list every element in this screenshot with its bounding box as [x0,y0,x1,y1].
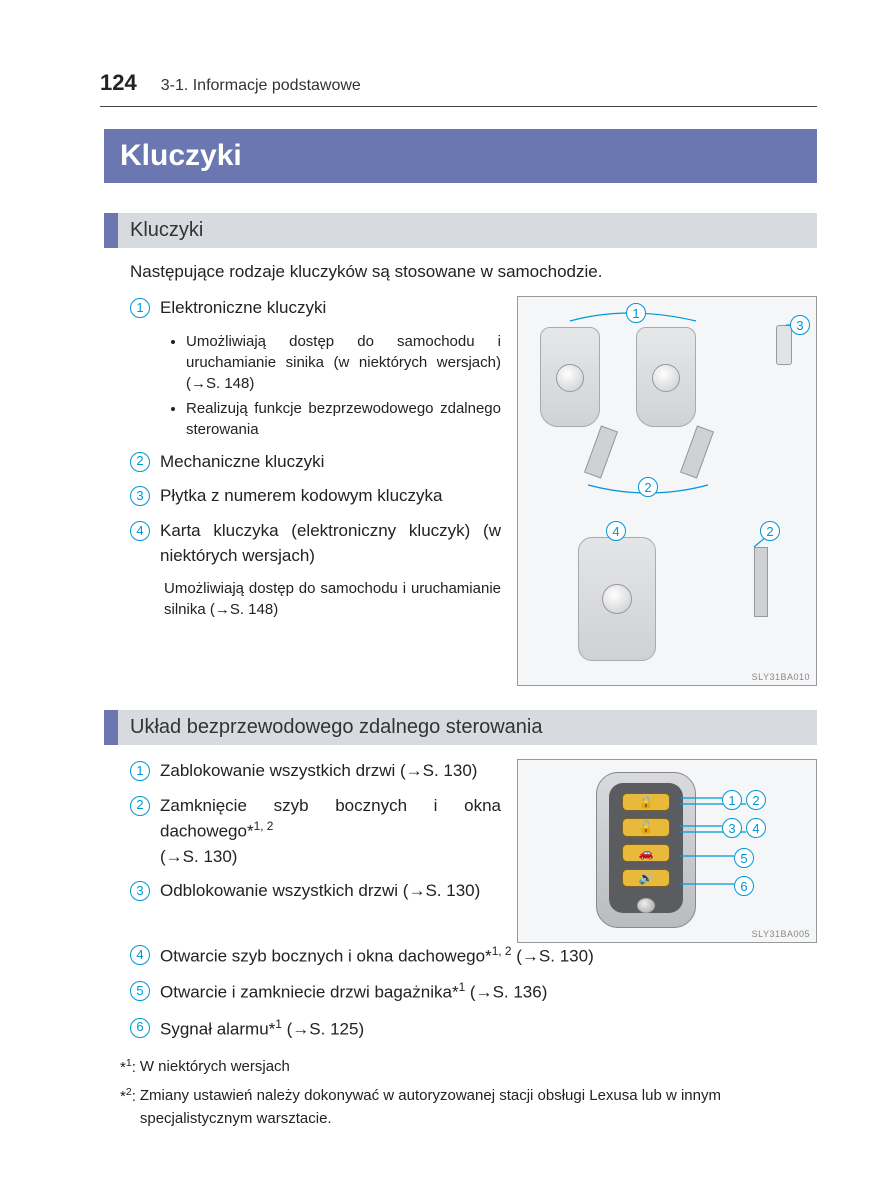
figure-callout-icon: 2 [638,477,658,497]
section2-text: 1 Zablokowanie wszystkich drzwi (→S. 130… [130,759,501,943]
footnote: *2: Zmiany ustawień należy dokonywać w a… [120,1085,817,1130]
item-text: Zablokowanie wszystkich drzwi (→S. 130) [160,759,501,784]
heading-accent [104,213,118,248]
list-item: 6 Sygnał alarmu*1 (→S. 125) [130,1016,817,1042]
figure-code: SLY31BA010 [752,672,810,682]
heading-label: Układ bezprzewodowego zdalnego sterowani… [118,710,817,745]
item-text-main: Zamknięcie szyb bocznych i okna dachoweg… [160,796,501,841]
callout-overlay [518,760,817,943]
list-item: 2 Mechaniczne kluczyki [130,450,501,475]
figure-callout-icon: 4 [606,521,626,541]
section1-content: 1 Elektroniczne kluczyki Umożliwiają dos… [130,296,817,686]
item-text: Karta kluczyka (elektroniczny kluczyk) (… [160,519,501,568]
item-text-main: Sygnał alarmu* [160,1019,275,1038]
sub-bullet: Umożliwiają dostęp do samochodu i urucha… [186,331,501,394]
heading-accent [104,710,118,745]
figure-callout-icon: 2 [746,790,766,810]
figure-callout-icon: 6 [734,876,754,896]
section1-text: 1 Elektroniczne kluczyki Umożliwiają dos… [130,296,501,686]
list-item: 4 Otwarcie szyb bocznych i okna dachoweg… [130,943,817,969]
item-text-main: Otwarcie i zamkniecie drzwi bagażnika* [160,983,459,1002]
list-item: 2 Zamknięcie szyb bocznych i okna dachow… [130,794,501,870]
item-text-main: Otwarcie szyb bocznych i okna dachowego* [160,947,492,966]
callout-overlay [518,297,817,686]
section2-figure-column: 🔒 🔓 🚗 🔊 1 2 3 [517,759,817,943]
section1-figure-column: 1 2 3 4 2 SLY31BA010 [517,296,817,686]
section-intro: Następujące rodzaje kluczyków są stosowa… [130,262,817,282]
figure-callout-icon: 2 [760,521,780,541]
page-number: 124 [100,70,137,96]
section-heading: Układ bezprzewodowego zdalnego sterowani… [104,710,817,745]
callout-number-icon: 2 [130,796,150,816]
page-header: 124 3-1. Informacje podstawowe [100,70,817,96]
figure-callout-icon: 1 [626,303,646,323]
figure-callout-icon: 1 [722,790,742,810]
list-item: 5 Otwarcie i zamkniecie drzwi bagażnika*… [130,979,817,1005]
heading-label: Kluczyki [118,213,817,248]
header-divider [100,106,817,107]
footnotes: *1: W niektórych wersjach *2: Zmiany ust… [120,1056,817,1131]
footnote-text: W niektórych wersjach [140,1056,817,1080]
callout-number-icon: 1 [130,761,150,781]
footnote: *1: W niektórych wersjach [120,1056,817,1080]
remote-figure: 🔒 🔓 🚗 🔊 1 2 3 [517,759,817,943]
item-text-tail: (→S. 130) [160,847,237,866]
figure-code: SLY31BA005 [752,929,810,939]
item-text-tail: (→S. 136) [465,983,547,1002]
keys-figure: 1 2 3 4 2 SLY31BA010 [517,296,817,686]
callout-number-icon: 4 [130,945,150,965]
item-text-tail: (→S. 125) [282,1019,364,1038]
sub-bullet-list: Umożliwiają dostęp do samochodu i urucha… [186,331,501,440]
item-note: Umożliwiają dostęp do samochodu i urucha… [164,578,501,620]
callout-number-icon: 2 [130,452,150,472]
item-text: Zamknięcie szyb bocznych i okna dachoweg… [160,794,501,870]
callout-number-icon: 6 [130,1018,150,1038]
list-item: 4 Karta kluczyka (elektroniczny kluczyk)… [130,519,501,568]
callout-number-icon: 3 [130,881,150,901]
superscript: 1, 2 [492,944,512,958]
figure-callout-icon: 4 [746,818,766,838]
item-text: Płytka z numerem kodowym kluczyka [160,484,501,509]
list-item: 1 Zablokowanie wszystkich drzwi (→S. 130… [130,759,501,784]
item-text: Sygnał alarmu*1 (→S. 125) [160,1016,817,1042]
section2-content: 1 Zablokowanie wszystkich drzwi (→S. 130… [130,759,817,943]
breadcrumb: 3-1. Informacje podstawowe [161,77,361,95]
item-text: Mechaniczne kluczyki [160,450,501,475]
page-title: Kluczyki [104,129,817,183]
callout-number-icon: 1 [130,298,150,318]
item-text: Odblokowanie wszystkich drzwi (→S. 130) [160,879,501,904]
footnote-marker: *1: [120,1056,136,1080]
item-text: Otwarcie szyb bocznych i okna dachowego*… [160,943,817,969]
section-heading: Kluczyki [104,213,817,248]
list-item: 3 Odblokowanie wszystkich drzwi (→S. 130… [130,879,501,904]
figure-callout-icon: 3 [790,315,810,335]
list-item: 3 Płytka z numerem kodowym kluczyka [130,484,501,509]
superscript: 1 [275,1017,282,1031]
manual-page: 124 3-1. Informacje podstawowe Kluczyki … [0,0,877,1176]
sub-bullet: Realizują funkcje bezprzewodowego zdalne… [186,398,501,440]
footnote-marker: *2: [120,1085,136,1130]
item-text: Otwarcie i zamkniecie drzwi bagażnika*1 … [160,979,817,1005]
section2-text-continued: 4 Otwarcie szyb bocznych i okna dachoweg… [130,943,817,1042]
figure-callout-icon: 3 [722,818,742,838]
callout-number-icon: 5 [130,981,150,1001]
item-text: Elektroniczne kluczyki [160,296,501,321]
callout-number-icon: 4 [130,521,150,541]
list-item: 1 Elektroniczne kluczyki [130,296,501,321]
footnote-text: Zmiany ustawień należy dokonywać w autor… [140,1085,817,1130]
callout-number-icon: 3 [130,486,150,506]
figure-callout-icon: 5 [734,848,754,868]
superscript: 1, 2 [254,819,274,833]
item-text-tail: (→S. 130) [512,947,594,966]
